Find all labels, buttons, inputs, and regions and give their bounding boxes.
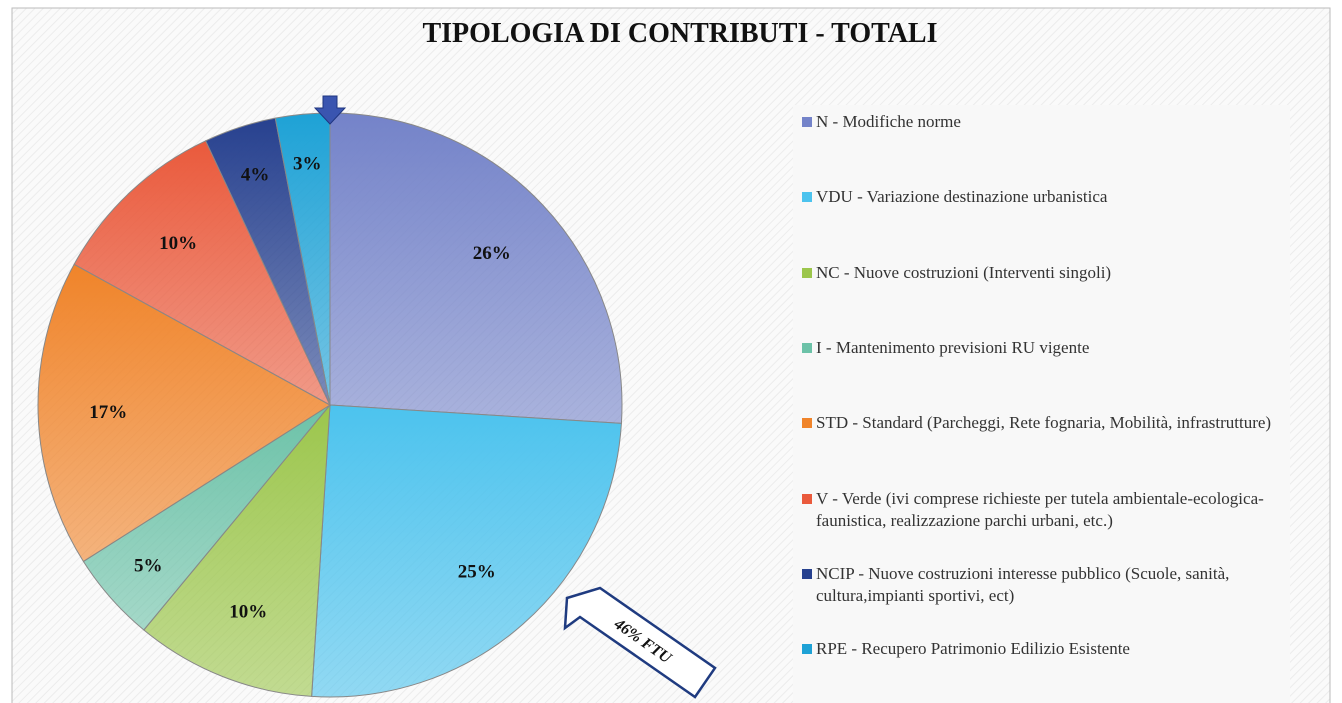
legend-entry: VDU - Variazione destinazione urbanistic… [802, 186, 1296, 208]
legend-entry: NCIP - Nuove costruzioni interesse pubbl… [802, 563, 1296, 607]
legend-label: STD - Standard (Parcheggi, Rete fognaria… [816, 413, 1272, 433]
pie-slice [311, 404, 622, 698]
legend-entry: N - Modifiche norme [802, 111, 1296, 133]
legend-entry: STD - Standard (Parcheggi, Rete fognaria… [802, 412, 1296, 434]
pie-slice [37, 263, 331, 563]
pie: 26% 25% 10% 5% 17% 10% 4% 3% [37, 112, 623, 698]
pie-slice [143, 403, 331, 697]
legend-label: NCIP - Nuove costruzioni interesse pubbl… [816, 563, 1230, 605]
legend-swatch [802, 493, 812, 504]
legend-label: I - Mantenimento previsioni RU vigente [816, 337, 1090, 357]
arrow-down [313, 95, 347, 125]
legend-swatch [802, 342, 812, 353]
data-label: 26% [473, 243, 511, 264]
data-label: 5% [134, 555, 163, 576]
legend-swatch [802, 267, 812, 278]
legend-swatch [802, 418, 812, 429]
legend-label: VDU - Variazione destinazione urbanistic… [816, 187, 1108, 207]
legend-label: N - Modifiche norme [816, 112, 961, 131]
legend-label: NC - Nuove costruzioni (Interventi singo… [816, 262, 1112, 282]
legend-entry: RPE - Recupero Patrimonio Edilizio Esist… [802, 638, 1296, 660]
legend-swatch [802, 644, 812, 655]
legend-entry: V - Verde (ivi comprese richieste per tu… [802, 488, 1296, 532]
data-label: 10% [159, 233, 197, 254]
legend-label: RPE - Recupero Patrimonio Edilizio Esist… [816, 639, 1130, 659]
data-label: 4% [241, 165, 270, 186]
legend-swatch [802, 192, 812, 203]
data-label: 25% [458, 561, 496, 582]
chart-title: TIPOLOGIA DI CONTRIBUTI - TOTALI [422, 18, 937, 49]
legend-swatch [802, 568, 812, 579]
legend-swatch [802, 117, 812, 127]
pie-slice [329, 112, 623, 424]
legend-label: V - Verde (ivi comprese richieste per tu… [816, 488, 1264, 530]
legend-entry: NC - Nuove costruzioni (Interventi singo… [802, 262, 1296, 284]
callout-arrow [563, 586, 717, 699]
data-label: 3% [293, 154, 322, 175]
data-label: 17% [89, 402, 127, 423]
legend-entry: I - Mantenimento previsioni RU vigente [802, 337, 1296, 359]
legend-box [793, 105, 1290, 703]
pie-slice [73, 140, 332, 407]
data-label: 10% [229, 601, 267, 622]
